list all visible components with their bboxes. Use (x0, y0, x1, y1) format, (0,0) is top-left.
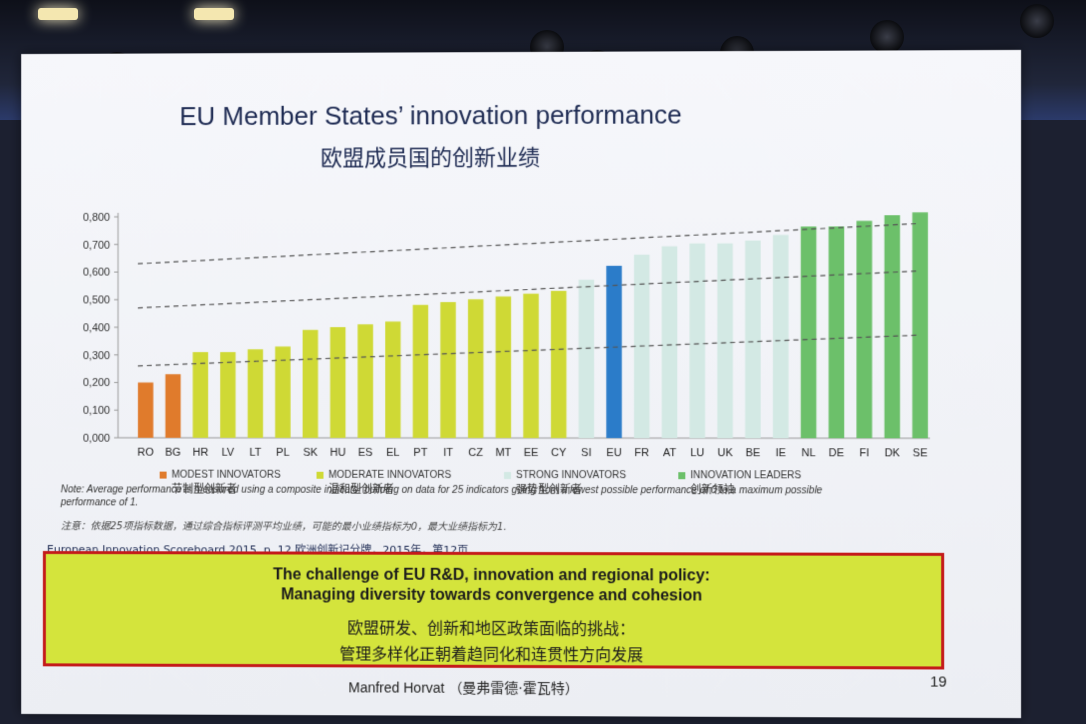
ceiling-lamp (38, 8, 78, 20)
bar-es (358, 324, 374, 439)
bar-ro (137, 382, 154, 438)
x-tick-label: SE (913, 447, 928, 459)
bar-cy (550, 290, 567, 438)
bar-dk (884, 215, 901, 439)
banner-line-2: Managing diversity towards convergence a… (281, 586, 703, 605)
bar-it (440, 302, 457, 439)
stage-light-icon (870, 20, 904, 54)
y-tick-label: 0,000 (83, 433, 110, 445)
y-tick-label: 0,400 (83, 322, 110, 334)
bar-el (385, 322, 402, 439)
y-tick-label: 0,100 (83, 405, 110, 417)
x-tick-label: HU (330, 447, 346, 459)
bar-si (578, 279, 594, 438)
x-tick-label: LV (222, 447, 235, 459)
bar-sk (302, 329, 319, 438)
bar-lu (689, 243, 706, 439)
x-tick-label: FR (634, 447, 649, 459)
page-number: 19 (930, 673, 947, 691)
bar-lt (247, 349, 264, 438)
x-tick-label: PT (414, 447, 428, 459)
y-tick-label: 0,500 (83, 295, 110, 307)
bar-at (661, 246, 678, 439)
x-tick-label: EL (386, 447, 399, 459)
bar-nl (800, 226, 817, 439)
bar-pl (275, 346, 291, 438)
x-tick-label: UK (717, 447, 733, 459)
x-tick-label: IE (775, 447, 785, 459)
presentation-slide: EU Member States’ innovation performance… (21, 49, 1022, 719)
x-tick-label: CZ (468, 447, 483, 459)
bar-fr (634, 254, 650, 439)
legend-swatch-moderate (316, 471, 324, 479)
x-tick-label: IT (443, 447, 453, 459)
x-tick-label: AT (663, 447, 677, 459)
bar-cz (468, 299, 484, 439)
banner-line-3: 欧盟研发、创新和地区政策面临的挑战： (347, 618, 636, 639)
bar-pt (413, 305, 429, 439)
bar-de (828, 226, 845, 439)
x-tick-label: DE (829, 447, 844, 459)
ceiling-lamp (194, 8, 234, 20)
methodology-note-chinese: 注意：依据25项指标数据，通过综合指标评测平均业绩，可能的最小业绩指标为0，最大… (60, 521, 507, 533)
author-name: Manfred Horvat (348, 679, 445, 696)
bar-bg (165, 374, 181, 438)
x-tick-label: ES (358, 447, 373, 459)
x-tick-label: BG (165, 447, 181, 459)
x-tick-label: BE (746, 447, 761, 459)
legend-label-strong: STRONG INNOVATORS (516, 469, 627, 482)
stage-light-icon (1020, 4, 1054, 38)
x-tick-label: LT (249, 447, 261, 459)
y-tick-label: 0,700 (83, 239, 110, 251)
x-tick-label: RO (137, 447, 153, 459)
legend-swatch-modest (159, 471, 167, 479)
legend-label-moderate: MODERATE INNOVATORS (328, 469, 452, 481)
x-tick-label: SI (581, 447, 591, 459)
legend-label-modest: MODEST INNOVATORS (171, 469, 281, 481)
x-tick-label: HR (193, 447, 209, 459)
bar-uk (717, 243, 733, 439)
bar-ie (772, 234, 789, 439)
x-tick-label: LU (690, 447, 704, 459)
author-credit: Manfred Horvat （曼弗雷德·霍瓦特） (348, 677, 578, 698)
x-tick-label: CY (551, 447, 567, 459)
bar-be (745, 240, 761, 439)
legend-label-leader: INNOVATION LEADERS (690, 470, 802, 482)
x-tick-label: EU (606, 447, 621, 459)
bar-lv (220, 352, 236, 438)
bar-se (912, 212, 928, 439)
bar-fi (856, 220, 873, 439)
x-tick-label: DK (884, 447, 900, 459)
author-name-chinese: （曼弗雷德·霍瓦特） (448, 680, 579, 698)
methodology-note: Note: Average performance is measured us… (60, 484, 823, 509)
bar-mt (495, 296, 512, 439)
bar-hu (330, 327, 346, 438)
banner-line-4: 管理多样化正朝着趋同化和连贯性方向发展 (339, 644, 644, 665)
bar-ee (523, 293, 539, 438)
y-tick-label: 0,600 (83, 267, 110, 279)
bar-eu (605, 265, 622, 438)
policy-challenge-banner: The challenge of EU R&D, innovation and … (42, 551, 945, 670)
y-tick-label: 0,800 (83, 212, 110, 224)
innovation-bar-chart: 0,000 0,100 0,200 0,300 0,400 0,500 0,600 0,700… (83, 50, 1021, 459)
y-tick-label: 0,200 (83, 378, 110, 390)
x-tick-label: PL (276, 447, 289, 459)
x-tick-label: SK (303, 447, 318, 459)
x-tick-label: FI (859, 447, 869, 459)
x-tick-label: NL (801, 447, 815, 459)
bar-hr (192, 352, 209, 438)
banner-line-1: The challenge of EU R&D, innovation and … (273, 566, 711, 585)
y-tick-label: 0,300 (83, 350, 110, 362)
legend-swatch-leader (678, 472, 686, 480)
x-tick-label: MT (495, 447, 511, 459)
x-tick-label: EE (524, 447, 539, 459)
legend-swatch-strong (504, 471, 512, 479)
